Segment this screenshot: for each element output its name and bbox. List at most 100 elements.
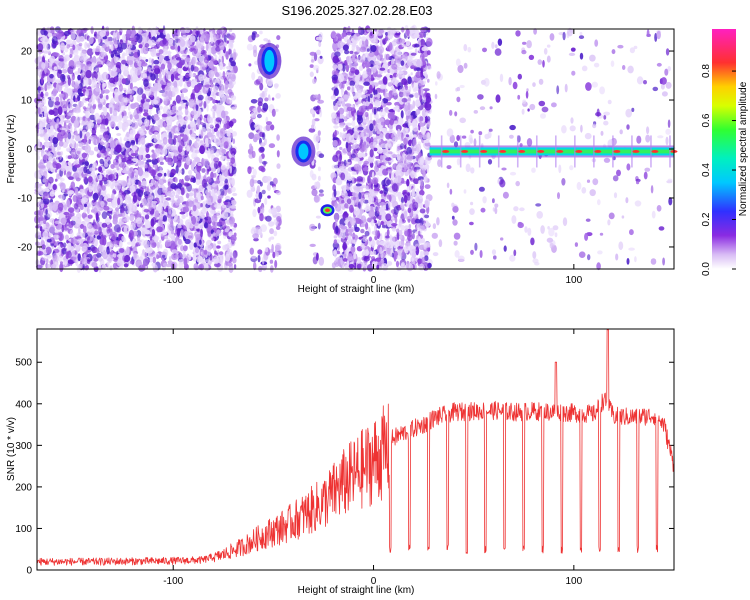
noise-speck: [163, 197, 167, 205]
noise-speck: [86, 48, 94, 56]
noise-speck: [228, 48, 232, 56]
noise-speck: [177, 75, 184, 79]
noise-speck: [200, 228, 204, 238]
noise-speck: [106, 246, 110, 255]
noise-speck: [207, 247, 211, 256]
noise-speck: [221, 211, 229, 220]
noise-speck: [41, 257, 48, 261]
noise-speck: [397, 191, 401, 197]
noise-speck: [181, 168, 185, 175]
noise-speck: [136, 235, 141, 241]
noise-speck: [71, 216, 78, 221]
noise-speck: [37, 43, 44, 51]
noise-speck: [212, 243, 217, 252]
noise-speck: [59, 134, 63, 143]
noise-speck: [78, 100, 82, 109]
noise-speck: [66, 171, 72, 179]
noise-speck: [126, 166, 129, 172]
noise-speck: [109, 48, 112, 54]
noise-speck: [375, 35, 379, 45]
noise-speck: [81, 212, 87, 219]
noise-speck: [221, 34, 225, 38]
noise-speck: [168, 223, 175, 231]
noise-speck: [212, 99, 216, 104]
noise-speck: [186, 222, 189, 229]
noise-speck: [65, 251, 69, 260]
noise-speck: [99, 128, 105, 133]
noise-speck: [203, 101, 207, 109]
noise-speck: [221, 154, 225, 161]
noise-speck: [188, 200, 195, 207]
noise-speck: [190, 133, 197, 140]
noise-speck: [90, 135, 97, 139]
noise-speck: [102, 235, 107, 239]
noise-speck: [220, 224, 223, 231]
noise-speck: [137, 189, 144, 198]
noise-speck: [112, 218, 118, 225]
noise-speck: [95, 67, 99, 72]
noise-speck: [59, 127, 66, 131]
noise-speck: [95, 87, 101, 92]
noise-speck: [229, 165, 233, 174]
noise-speck: [113, 162, 120, 169]
noise-speck: [56, 69, 62, 79]
noise-speck: [129, 103, 137, 109]
noise-speck: [216, 102, 223, 110]
noise-speck: [103, 150, 107, 156]
noise-speck: [138, 44, 143, 49]
noise-speck: [36, 138, 41, 148]
noise-speck: [153, 115, 160, 121]
noise-speck: [141, 180, 148, 187]
noise-speck: [81, 232, 85, 238]
noise-speck: [143, 208, 150, 213]
noise-speck: [195, 217, 201, 222]
noise-speck: [130, 141, 136, 146]
noise-speck: [225, 91, 229, 100]
noise-speck: [390, 86, 395, 90]
noise-speck: [135, 137, 139, 145]
noise-speck: [170, 73, 175, 82]
noise-speck: [51, 263, 57, 269]
noise-speck: [148, 31, 151, 39]
noise-speck: [146, 247, 153, 254]
noise-speck: [231, 177, 235, 187]
noise-speck: [181, 214, 186, 219]
noise-speck: [197, 94, 204, 101]
noise-speck: [59, 263, 64, 273]
noise-speck: [79, 139, 82, 146]
noise-speck: [333, 239, 338, 245]
noise-speck: [81, 152, 88, 159]
noise-speck: [71, 73, 76, 81]
noise-speck: [76, 147, 83, 152]
noise-speck: [159, 219, 163, 227]
noise-speck: [92, 103, 97, 108]
noise-speck: [119, 248, 125, 253]
noise-speck: [195, 30, 200, 35]
noise-speck: [129, 94, 133, 100]
noise-speck: [226, 65, 233, 70]
noise-speck: [103, 107, 107, 116]
noise-speck: [227, 88, 233, 95]
noise-speck: [212, 91, 217, 100]
noise-speck: [424, 184, 431, 190]
noise-speck: [72, 140, 76, 144]
noise-speck: [123, 263, 129, 268]
noise-speck: [70, 238, 74, 244]
noise-speck: [125, 140, 131, 148]
noise-speck: [122, 117, 128, 123]
noise-speck: [219, 61, 224, 71]
noise-speck: [187, 174, 195, 179]
noise-speck: [47, 32, 53, 38]
noise-speck: [222, 94, 226, 103]
noise-speck: [195, 179, 201, 186]
noise-speck: [109, 265, 113, 271]
noise-speck: [374, 225, 377, 231]
noise-speck: [82, 116, 86, 121]
noise-speck: [38, 251, 44, 256]
noise-speck: [43, 133, 49, 141]
noise-speck: [60, 193, 65, 202]
noise-speck: [199, 257, 204, 262]
noise-speck: [187, 235, 192, 239]
noise-speck: [108, 160, 111, 165]
noise-speck: [191, 152, 198, 160]
